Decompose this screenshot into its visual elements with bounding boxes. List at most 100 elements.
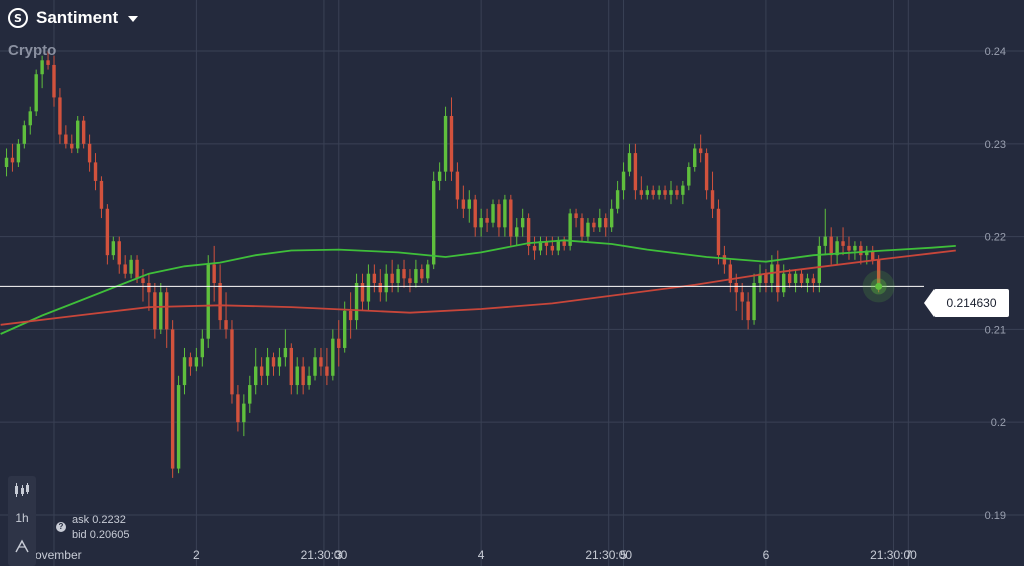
candle-body (835, 241, 839, 256)
candle-body (710, 190, 715, 209)
moving-average-fast-line (0, 239, 956, 335)
candle (538, 236, 543, 256)
candle (206, 255, 210, 348)
candle-body (669, 190, 673, 195)
candle (218, 264, 222, 330)
candle-body (538, 241, 543, 251)
candle (746, 292, 750, 330)
candle-body (271, 357, 276, 367)
candle-body (212, 264, 216, 283)
candle-body (4, 157, 9, 168)
candle (728, 259, 733, 293)
candle-body (829, 236, 833, 256)
candle-body (206, 264, 210, 339)
candle (236, 385, 240, 432)
candle (645, 185, 649, 200)
candle-body (633, 153, 638, 191)
candle-body (165, 292, 169, 330)
candle-body (503, 199, 507, 228)
candle (681, 180, 685, 205)
candle-body (81, 120, 86, 144)
candle (710, 171, 715, 219)
candlestick-icon[interactable] (8, 476, 36, 504)
candle (698, 134, 703, 163)
candle (165, 287, 169, 348)
candle-body (93, 162, 98, 181)
price-tag-arrow (924, 289, 934, 317)
asset-category: Crypto (8, 42, 57, 59)
candle-body (865, 250, 869, 256)
candle-body (853, 245, 857, 251)
candle (93, 153, 98, 191)
candle (835, 236, 839, 265)
candle (633, 143, 638, 200)
info-icon[interactable]: ? (56, 522, 66, 532)
asset-header[interactable]: S Santiment (8, 8, 139, 28)
candle-body (627, 153, 632, 172)
candle (16, 139, 21, 168)
candle-body (426, 264, 430, 279)
candle (242, 394, 246, 437)
candle (123, 255, 127, 279)
candle-body (793, 273, 798, 283)
candle-body (449, 115, 454, 172)
candle-body (455, 171, 460, 200)
candle (853, 241, 857, 260)
candle (817, 236, 822, 293)
asset-name[interactable]: Santiment (36, 8, 119, 27)
candle-body (520, 218, 525, 228)
bid-value: 0.20605 (89, 529, 130, 541)
candles (4, 51, 881, 478)
candle-body (693, 148, 697, 168)
candle-body (420, 269, 424, 279)
candle-body (722, 255, 727, 265)
candle (734, 273, 738, 311)
candle-body (485, 218, 489, 223)
candle-body (277, 357, 282, 367)
candle-body (550, 245, 555, 251)
y-tick-label: 0.21 (985, 324, 1006, 336)
quote-panel: ? ask 0.2232 bid 0.20605 (56, 513, 130, 543)
candle-body (200, 338, 205, 358)
candle (787, 269, 792, 288)
candle (52, 55, 56, 107)
candle-body (509, 199, 513, 237)
candle-body (224, 320, 228, 330)
candle-body (182, 357, 187, 386)
candle-body (319, 357, 323, 367)
candle (408, 269, 412, 293)
candle-body (473, 199, 477, 228)
candle-body (764, 273, 768, 283)
candle-body (242, 403, 246, 423)
candle (99, 176, 104, 219)
candle (520, 208, 525, 237)
y-tick-label: 0.2 (991, 417, 1006, 429)
candle-body (28, 111, 32, 126)
candle-body (651, 190, 655, 195)
chevron-down-icon[interactable] (128, 16, 139, 22)
candle (331, 329, 335, 381)
candle-body (188, 357, 193, 367)
candle-body (307, 375, 311, 386)
candle (497, 199, 501, 237)
candle-body (301, 366, 305, 386)
candle-body (331, 338, 335, 376)
timeframe-button[interactable]: 1h (15, 511, 29, 525)
candle-body (639, 190, 644, 195)
candle (568, 208, 572, 251)
candle (509, 194, 513, 246)
candle-body (580, 218, 584, 237)
candle-body (194, 357, 199, 367)
candle-body (111, 241, 116, 256)
candle (675, 185, 679, 200)
candle-body (728, 264, 733, 283)
candle (366, 264, 371, 311)
candle-body (574, 213, 578, 219)
indicator-icon[interactable] (8, 532, 36, 560)
candle-body (396, 269, 400, 283)
candle (687, 162, 691, 191)
candle-body (871, 250, 875, 260)
candle (81, 115, 86, 149)
candlestick-glyph (15, 483, 29, 497)
